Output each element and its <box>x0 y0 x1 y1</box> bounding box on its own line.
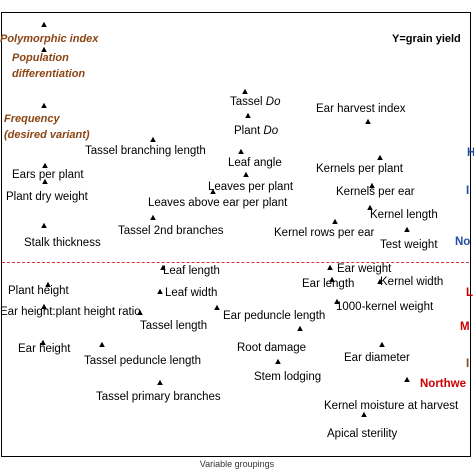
data-point <box>377 278 383 284</box>
data-point <box>379 341 385 347</box>
point-label: Leaf angle <box>228 157 282 169</box>
data-point <box>245 112 251 118</box>
point-label: Ear weight <box>337 263 392 275</box>
data-point <box>160 264 166 270</box>
data-point <box>214 304 220 310</box>
point-label: Leaf length <box>163 265 220 277</box>
data-point <box>157 288 163 294</box>
data-point <box>157 379 163 385</box>
point-label: Ear peduncle length <box>223 310 325 322</box>
data-point <box>243 171 249 177</box>
data-point <box>150 214 156 220</box>
data-point <box>40 339 46 345</box>
category-marker <box>41 46 47 52</box>
point-label: Root damage <box>237 342 306 354</box>
point-label: Leaf width <box>165 287 217 299</box>
point-label: Kernels per plant <box>316 163 404 175</box>
legend-note: Y=grain yield <box>392 33 461 45</box>
x-axis-label: Variable groupings <box>199 459 275 469</box>
point-label: Ear height:plant height ratio <box>0 306 141 318</box>
plot-area <box>1 12 471 457</box>
data-point <box>137 309 143 315</box>
point-label: Ear harvest index <box>316 103 406 115</box>
data-point <box>377 154 383 160</box>
category-label: differentiation <box>12 68 85 80</box>
data-point <box>242 88 248 94</box>
data-point <box>369 182 375 188</box>
region-label: H <box>467 147 474 159</box>
point-label: Kernels per ear <box>336 186 415 198</box>
data-point <box>334 298 340 304</box>
category-marker <box>41 102 47 108</box>
region-label: Northwe <box>420 378 466 390</box>
divider-line <box>2 262 469 263</box>
data-point <box>329 276 335 282</box>
data-point <box>361 411 367 417</box>
data-point <box>41 303 47 309</box>
data-point <box>150 136 156 142</box>
region-label: I <box>466 358 469 370</box>
region-label: No <box>455 236 470 248</box>
data-point <box>99 341 105 347</box>
data-point <box>297 325 303 331</box>
region-label: L <box>466 287 473 299</box>
point-label: Leaves above ear per plant <box>148 197 288 209</box>
data-point <box>404 226 410 232</box>
point-label: Kernel moisture at harvest <box>324 400 459 412</box>
category-label: Population <box>12 52 69 64</box>
category-label: Frequency <box>4 113 61 125</box>
point-label: Tassel Do <box>230 96 281 108</box>
point-label: Stem lodging <box>254 371 321 383</box>
point-label: Plant Do <box>234 125 279 137</box>
data-point <box>210 188 216 194</box>
point-label: Ear height <box>18 343 71 355</box>
point-label: Kernel length <box>370 209 438 221</box>
point-label: Tassel 2nd branches <box>118 225 224 237</box>
data-point <box>42 178 48 184</box>
point-label: Tassel primary branches <box>96 391 221 403</box>
category-label: Polymorphic index <box>0 33 99 45</box>
point-label: Kernel rows per ear <box>274 227 375 239</box>
data-point <box>45 281 51 287</box>
data-point <box>367 204 373 210</box>
data-point <box>327 264 333 270</box>
point-label: 1000-kernel weight <box>336 301 434 313</box>
point-label: Ear diameter <box>344 352 410 364</box>
point-label: Plant height <box>8 285 70 297</box>
point-label: Test weight <box>380 239 438 251</box>
data-point <box>238 148 244 154</box>
data-point <box>275 358 281 364</box>
data-point <box>332 218 338 224</box>
category-label: (desired variant) <box>4 129 90 141</box>
data-point <box>42 162 48 168</box>
point-label: Ears per plant <box>12 169 84 181</box>
point-label: Ear length <box>302 278 354 290</box>
point-label: Stalk thickness <box>24 237 101 249</box>
data-point <box>404 376 410 382</box>
point-label: Leaves per plant <box>208 181 294 193</box>
point-label: Plant dry weight <box>6 191 89 203</box>
region-label: M <box>460 321 470 333</box>
point-label: Tassel branching length <box>85 145 206 157</box>
category-marker <box>41 21 47 27</box>
data-point <box>41 222 47 228</box>
point-label: Apical sterility <box>327 428 398 440</box>
point-label: Tassel length <box>140 320 207 332</box>
data-point <box>365 118 371 124</box>
point-label: Kernel width <box>380 276 443 288</box>
region-label: I <box>466 185 469 197</box>
point-label: Tassel peduncle length <box>84 355 201 367</box>
